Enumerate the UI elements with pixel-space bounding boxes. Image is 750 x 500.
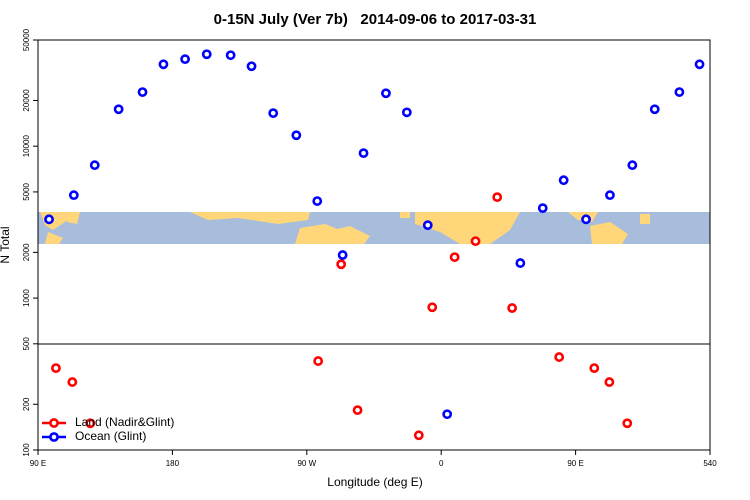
point xyxy=(381,88,391,99)
point xyxy=(694,59,705,70)
x-tick-label: 90 W xyxy=(297,459,316,468)
point xyxy=(137,87,148,97)
point xyxy=(558,175,569,186)
point xyxy=(515,258,526,268)
point xyxy=(470,236,481,247)
y-tick-label: 100 xyxy=(22,443,31,457)
x-tick-label: 180 xyxy=(166,459,180,468)
point xyxy=(492,192,503,203)
point xyxy=(554,352,565,362)
point xyxy=(337,250,348,260)
point xyxy=(51,363,61,374)
point xyxy=(427,302,438,313)
point xyxy=(413,430,424,441)
point xyxy=(201,49,212,60)
point xyxy=(336,259,347,270)
x-axis-label: Longitude (deg E) xyxy=(327,475,422,489)
chart-title: 0-15N July (Ver 7b) 2014-09-06 to 2017-0… xyxy=(214,11,537,28)
point xyxy=(89,160,100,171)
x-tick-label: 0 xyxy=(439,459,444,468)
point xyxy=(180,54,190,65)
y-tick-label: 200 xyxy=(22,397,31,411)
point xyxy=(449,252,460,263)
point xyxy=(158,59,169,70)
x-tick-label: 90 E xyxy=(567,459,583,468)
point xyxy=(268,108,279,119)
point xyxy=(674,87,685,97)
point xyxy=(622,418,633,429)
point xyxy=(68,190,79,201)
point xyxy=(589,363,600,374)
y-tick-label: 500 xyxy=(22,337,31,351)
legend-label: Land (Nadir&Glint) xyxy=(75,415,174,429)
point xyxy=(627,160,638,171)
point xyxy=(313,356,324,366)
point xyxy=(113,104,124,115)
point xyxy=(246,61,257,72)
point xyxy=(85,418,96,429)
x-tick-label: 540 xyxy=(703,459,717,468)
y-axis-label: N Total xyxy=(0,226,12,263)
point xyxy=(581,214,591,225)
y-tick-label: 50000 xyxy=(22,28,31,51)
point xyxy=(649,104,660,115)
point xyxy=(401,107,412,118)
y-tick-label: 20000 xyxy=(22,89,31,112)
point xyxy=(291,130,302,141)
plot-frame xyxy=(37,39,711,451)
point xyxy=(507,303,518,313)
point xyxy=(67,377,78,387)
point xyxy=(312,196,323,206)
legend-label: Ocean (Glint) xyxy=(75,429,146,443)
y-tick-label: 2000 xyxy=(22,243,31,261)
map-strip xyxy=(38,212,710,244)
point xyxy=(358,148,369,159)
y-tick-label: 1000 xyxy=(22,289,31,307)
point xyxy=(44,214,54,225)
point xyxy=(605,190,615,201)
point xyxy=(422,220,433,231)
legend-marker xyxy=(49,418,59,428)
x-tick-label: 90 E xyxy=(30,459,46,468)
y-tick-label: 10000 xyxy=(22,135,31,158)
legend-marker xyxy=(49,432,59,442)
point xyxy=(225,50,236,61)
y-tick-label: 5000 xyxy=(22,182,31,200)
point xyxy=(352,405,363,416)
point xyxy=(537,203,548,214)
point xyxy=(442,409,453,420)
point xyxy=(604,377,615,387)
